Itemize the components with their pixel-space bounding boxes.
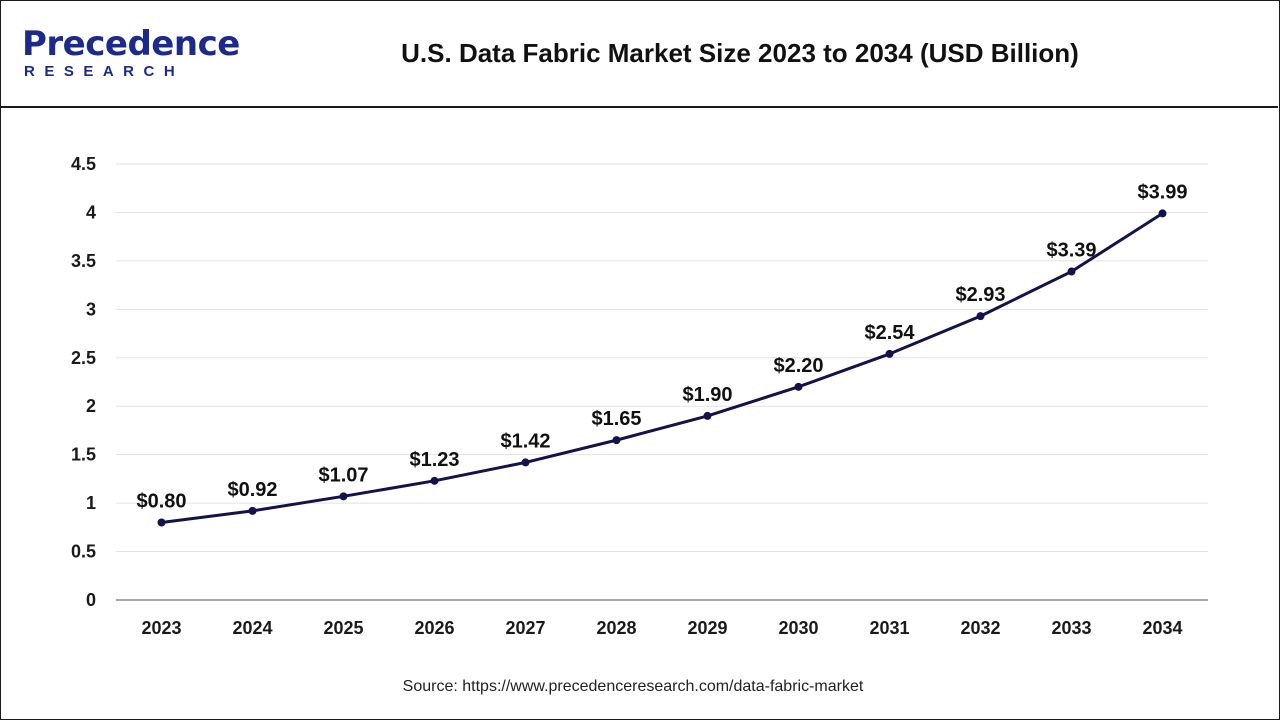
y-tick-label: 1 — [86, 493, 96, 513]
x-tick-label: 2031 — [869, 618, 909, 638]
data-point — [976, 312, 985, 321]
data-point — [339, 492, 348, 501]
x-tick-label: 2027 — [505, 618, 545, 638]
y-tick-label: 2 — [86, 396, 96, 416]
y-tick-label: 4.5 — [71, 154, 96, 174]
data-point — [885, 349, 894, 358]
data-point — [612, 436, 621, 445]
data-label: $2.93 — [955, 284, 1005, 306]
data-point — [521, 458, 530, 467]
y-tick-label: 2.5 — [71, 348, 96, 368]
data-point — [248, 506, 257, 515]
y-tick-label: 4 — [86, 202, 96, 222]
y-tick-label: 3 — [86, 299, 96, 319]
data-label: $3.99 — [1137, 181, 1187, 203]
data-label: $0.92 — [227, 479, 277, 501]
data-label: $2.54 — [864, 322, 915, 344]
x-tick-label: 2029 — [687, 618, 727, 638]
logo-wordmark: Precedence — [22, 24, 240, 64]
y-tick-label: 0 — [86, 590, 96, 610]
data-label: $2.20 — [773, 355, 823, 377]
x-tick-label: 2028 — [596, 618, 636, 638]
x-tick-label: 2023 — [141, 618, 181, 638]
x-tick-label: 2034 — [1142, 618, 1182, 638]
x-tick-label: 2030 — [778, 618, 818, 638]
data-point — [1158, 209, 1167, 218]
precedence-research-logo: Precedence RESEARCH — [22, 26, 240, 86]
logo-subtitle: RESEARCH — [24, 63, 185, 80]
data-label: $1.07 — [318, 464, 368, 486]
data-point — [1067, 267, 1076, 276]
y-tick-label: 0.5 — [71, 542, 96, 562]
y-tick-label: 1.5 — [71, 445, 96, 465]
data-label: $3.39 — [1046, 240, 1096, 262]
header: Precedence RESEARCH U.S. Data Fabric Mar… — [0, 0, 1278, 108]
x-tick-label: 2024 — [232, 618, 272, 638]
chart-title: U.S. Data Fabric Market Size 2023 to 203… — [401, 38, 1079, 68]
data-label: $1.65 — [591, 408, 641, 430]
data-point — [703, 411, 712, 420]
data-label: $1.23 — [409, 449, 459, 471]
y-tick-label: 3.5 — [71, 251, 96, 271]
source-note: Source: https://www.precedenceresearch.c… — [402, 678, 864, 695]
series-line — [161, 212, 1164, 524]
data-label: $1.42 — [500, 430, 550, 452]
data-point — [794, 382, 803, 391]
data-label: $0.80 — [136, 490, 186, 512]
data-label: $1.90 — [682, 384, 732, 406]
data-point — [430, 476, 439, 485]
x-tick-label: 2033 — [1051, 618, 1091, 638]
x-tick-label: 2032 — [960, 618, 1000, 638]
x-tick-label: 2025 — [323, 618, 363, 638]
data-point — [157, 518, 166, 527]
x-tick-label: 2026 — [414, 618, 454, 638]
